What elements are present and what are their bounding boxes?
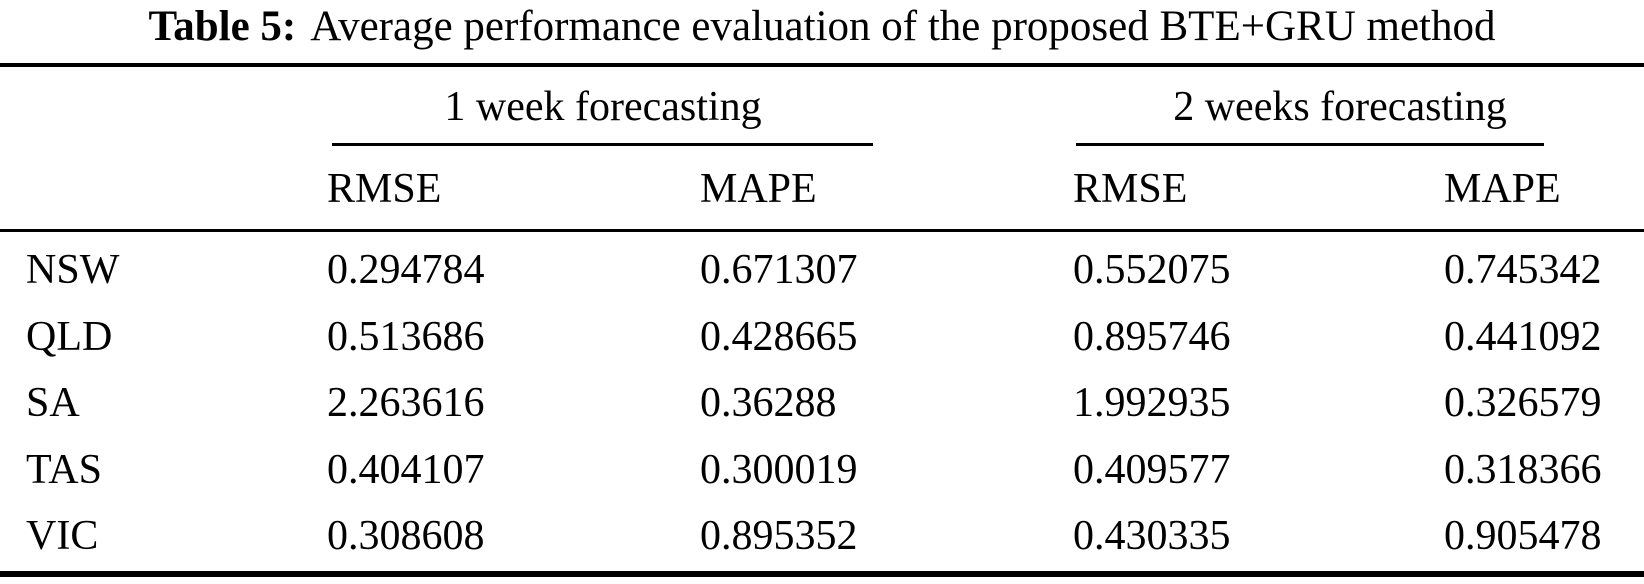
row-label: QLD [26, 313, 113, 360]
cell-value: 0.294784 [327, 246, 485, 293]
table-caption-label: Table 5: [148, 3, 297, 50]
cell-value: 0.905478 [1444, 512, 1602, 559]
table-caption: Table 5: Average performance evaluation o… [0, 2, 1644, 52]
cell-value: 0.895352 [700, 512, 858, 559]
cell-value: 0.326579 [1444, 379, 1602, 426]
table-row-vic: VIC 0.308608 0.895352 0.430335 0.905478 [0, 502, 1644, 569]
cell-value: 0.745342 [1444, 246, 1602, 293]
column-header-rmse-2weeks: RMSE [1073, 166, 1188, 212]
cell-value: 0.671307 [700, 246, 858, 293]
cell-value: 0.430335 [1073, 512, 1231, 559]
table-caption-text: Average performance evaluation of the pr… [310, 3, 1496, 50]
cell-value: 0.428665 [700, 313, 858, 360]
row-label: SA [26, 379, 80, 426]
table-header-rule [0, 229, 1644, 232]
cell-value: 0.36288 [700, 379, 837, 426]
table-row-qld: QLD 0.513686 0.428665 0.895746 0.441092 [0, 303, 1644, 370]
cell-value: 0.318366 [1444, 446, 1602, 493]
table-top-rule [0, 63, 1644, 67]
row-label: VIC [26, 512, 99, 559]
row-label: TAS [26, 446, 102, 493]
cell-value: 0.308608 [327, 512, 485, 559]
row-label: NSW [26, 246, 120, 293]
column-group-1-underline [332, 143, 873, 146]
cell-value: 0.409577 [1073, 446, 1231, 493]
column-group-1-week: 1 week forecasting [444, 84, 762, 130]
cell-value: 0.441092 [1444, 313, 1602, 360]
column-header-mape-2weeks: MAPE [1444, 166, 1561, 212]
cell-value: 1.992935 [1073, 379, 1231, 426]
cell-value: 0.895746 [1073, 313, 1231, 360]
table-bottom-rule [0, 571, 1644, 577]
column-group-2-weeks: 2 weeks forecasting [1173, 84, 1507, 130]
cell-value: 0.552075 [1073, 246, 1231, 293]
cell-value: 0.300019 [700, 446, 858, 493]
column-group-2-underline [1076, 143, 1544, 146]
cell-value: 0.513686 [327, 313, 485, 360]
table-row-nsw: NSW 0.294784 0.671307 0.552075 0.745342 [0, 236, 1644, 303]
cell-value: 2.263616 [327, 379, 485, 426]
column-header-rmse-1week: RMSE [327, 166, 442, 212]
column-header-mape-1week: MAPE [700, 166, 817, 212]
cell-value: 0.404107 [327, 446, 485, 493]
table-row-sa: SA 2.263616 0.36288 1.992935 0.326579 [0, 369, 1644, 436]
table-row-tas: TAS 0.404107 0.300019 0.409577 0.318366 [0, 436, 1644, 503]
